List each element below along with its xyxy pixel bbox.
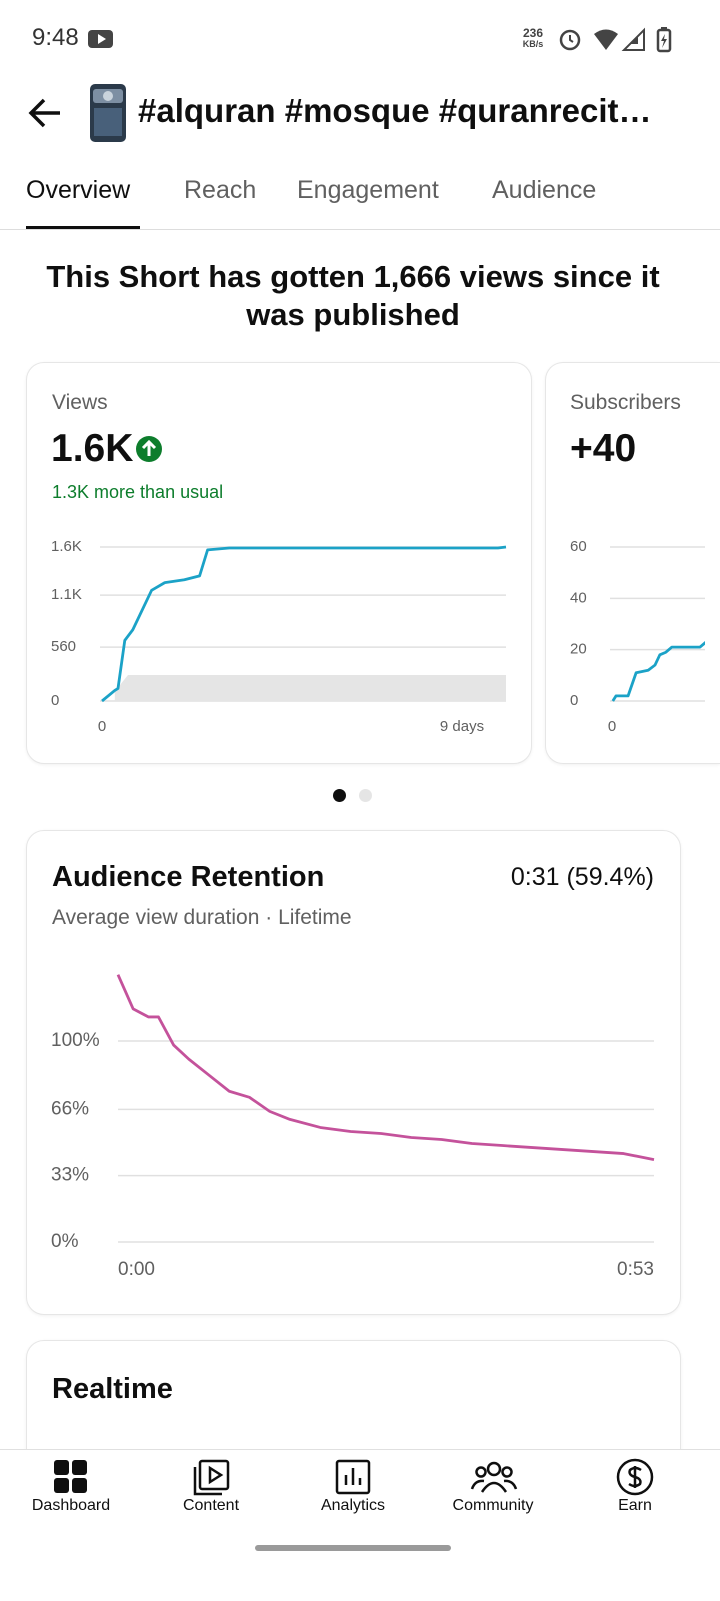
nav-label[interactable]: Community xyxy=(452,1497,534,1514)
tab-divider xyxy=(0,229,720,230)
headline: This Short has gotten 1,666 views since … xyxy=(46,259,660,332)
video-title: #alquran #mosque #quranrecit… xyxy=(138,92,652,129)
realtime-title: Realtime xyxy=(52,1373,173,1405)
dashboard-icon[interactable] xyxy=(54,1460,87,1493)
community-icon[interactable] xyxy=(470,1461,518,1493)
retention-subtitle: Average view duration · Lifetime xyxy=(52,906,352,929)
subscribers-card[interactable]: Subscribers +40 xyxy=(545,362,720,764)
video-thumbnail[interactable] xyxy=(90,84,126,142)
nav-label[interactable]: Content xyxy=(182,1497,240,1514)
tab[interactable]: Engagement xyxy=(297,176,439,204)
nav-label[interactable]: Earn xyxy=(618,1497,652,1514)
card-value: 1.6K xyxy=(51,427,134,470)
nav-label[interactable]: Analytics xyxy=(320,1497,386,1514)
tab-indicator xyxy=(26,226,140,230)
nav-icons xyxy=(54,1458,654,1496)
content-icon[interactable] xyxy=(193,1459,230,1496)
pager-dot[interactable] xyxy=(359,789,372,802)
home-indicator xyxy=(255,1545,451,1551)
retention-value: 0:31 (59.4%) xyxy=(510,863,654,891)
retention-title: Audience Retention xyxy=(52,861,325,893)
tab[interactable]: Reach xyxy=(184,176,257,204)
card-value: +40 xyxy=(570,427,637,470)
retention-card[interactable]: Audience Retention 0:31 (59.4%) Average … xyxy=(26,830,681,1315)
status-speed-unit: KB/s xyxy=(522,39,544,49)
card-note: 1.3K more than usual xyxy=(52,482,224,502)
status-speed-value: 236 xyxy=(522,26,544,40)
card-label: Views xyxy=(52,391,108,414)
analytics-icon[interactable] xyxy=(335,1459,371,1495)
tab[interactable]: Overview xyxy=(26,176,131,204)
card-label: Subscribers xyxy=(570,391,681,414)
pager-dot-active xyxy=(333,789,346,802)
status-time: 9:48 xyxy=(32,24,79,51)
up-arrow-icon xyxy=(136,436,162,462)
bottom-nav xyxy=(0,1449,720,1601)
back-button[interactable] xyxy=(26,94,64,132)
status-youtube-icon xyxy=(88,30,113,48)
views-card[interactable]: Views 1.6K 1.3K more than usual xyxy=(26,362,532,764)
tab[interactable]: Audience xyxy=(492,176,597,204)
earn-icon[interactable] xyxy=(616,1458,654,1496)
status-speed: 236 KB/s xyxy=(516,27,550,49)
status-icons xyxy=(559,27,672,53)
nav-label[interactable]: Dashboard xyxy=(31,1497,111,1514)
